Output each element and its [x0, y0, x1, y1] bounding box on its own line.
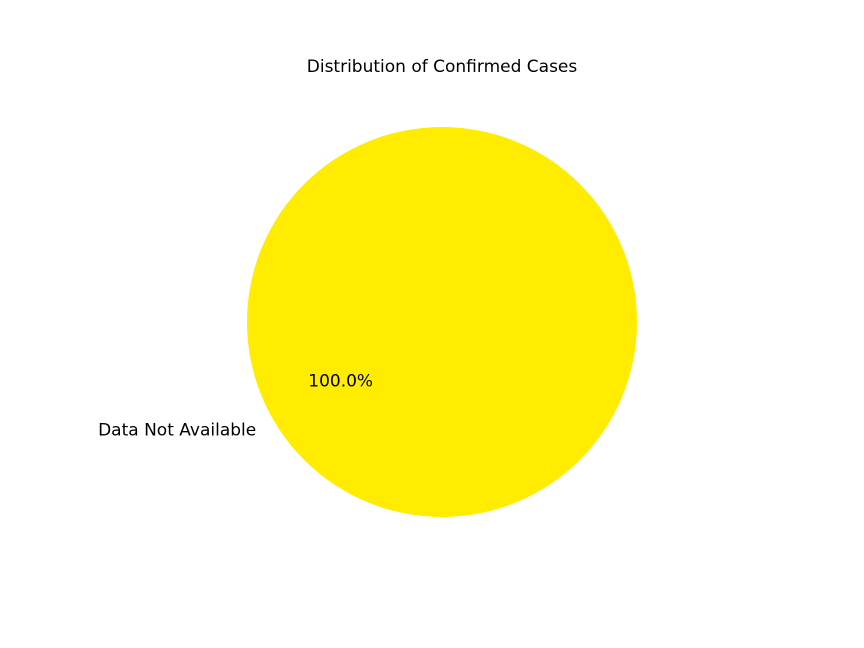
pie-slice-0 [247, 127, 637, 517]
pie-labels: Data Not Available 100.0% [98, 372, 373, 441]
chart-title: Distribution of Confirmed Cases [307, 57, 578, 77]
pie-slices [247, 127, 637, 517]
slice-percent-label-0: 100.0% [308, 372, 373, 392]
slice-label-0: Data Not Available [98, 420, 256, 440]
